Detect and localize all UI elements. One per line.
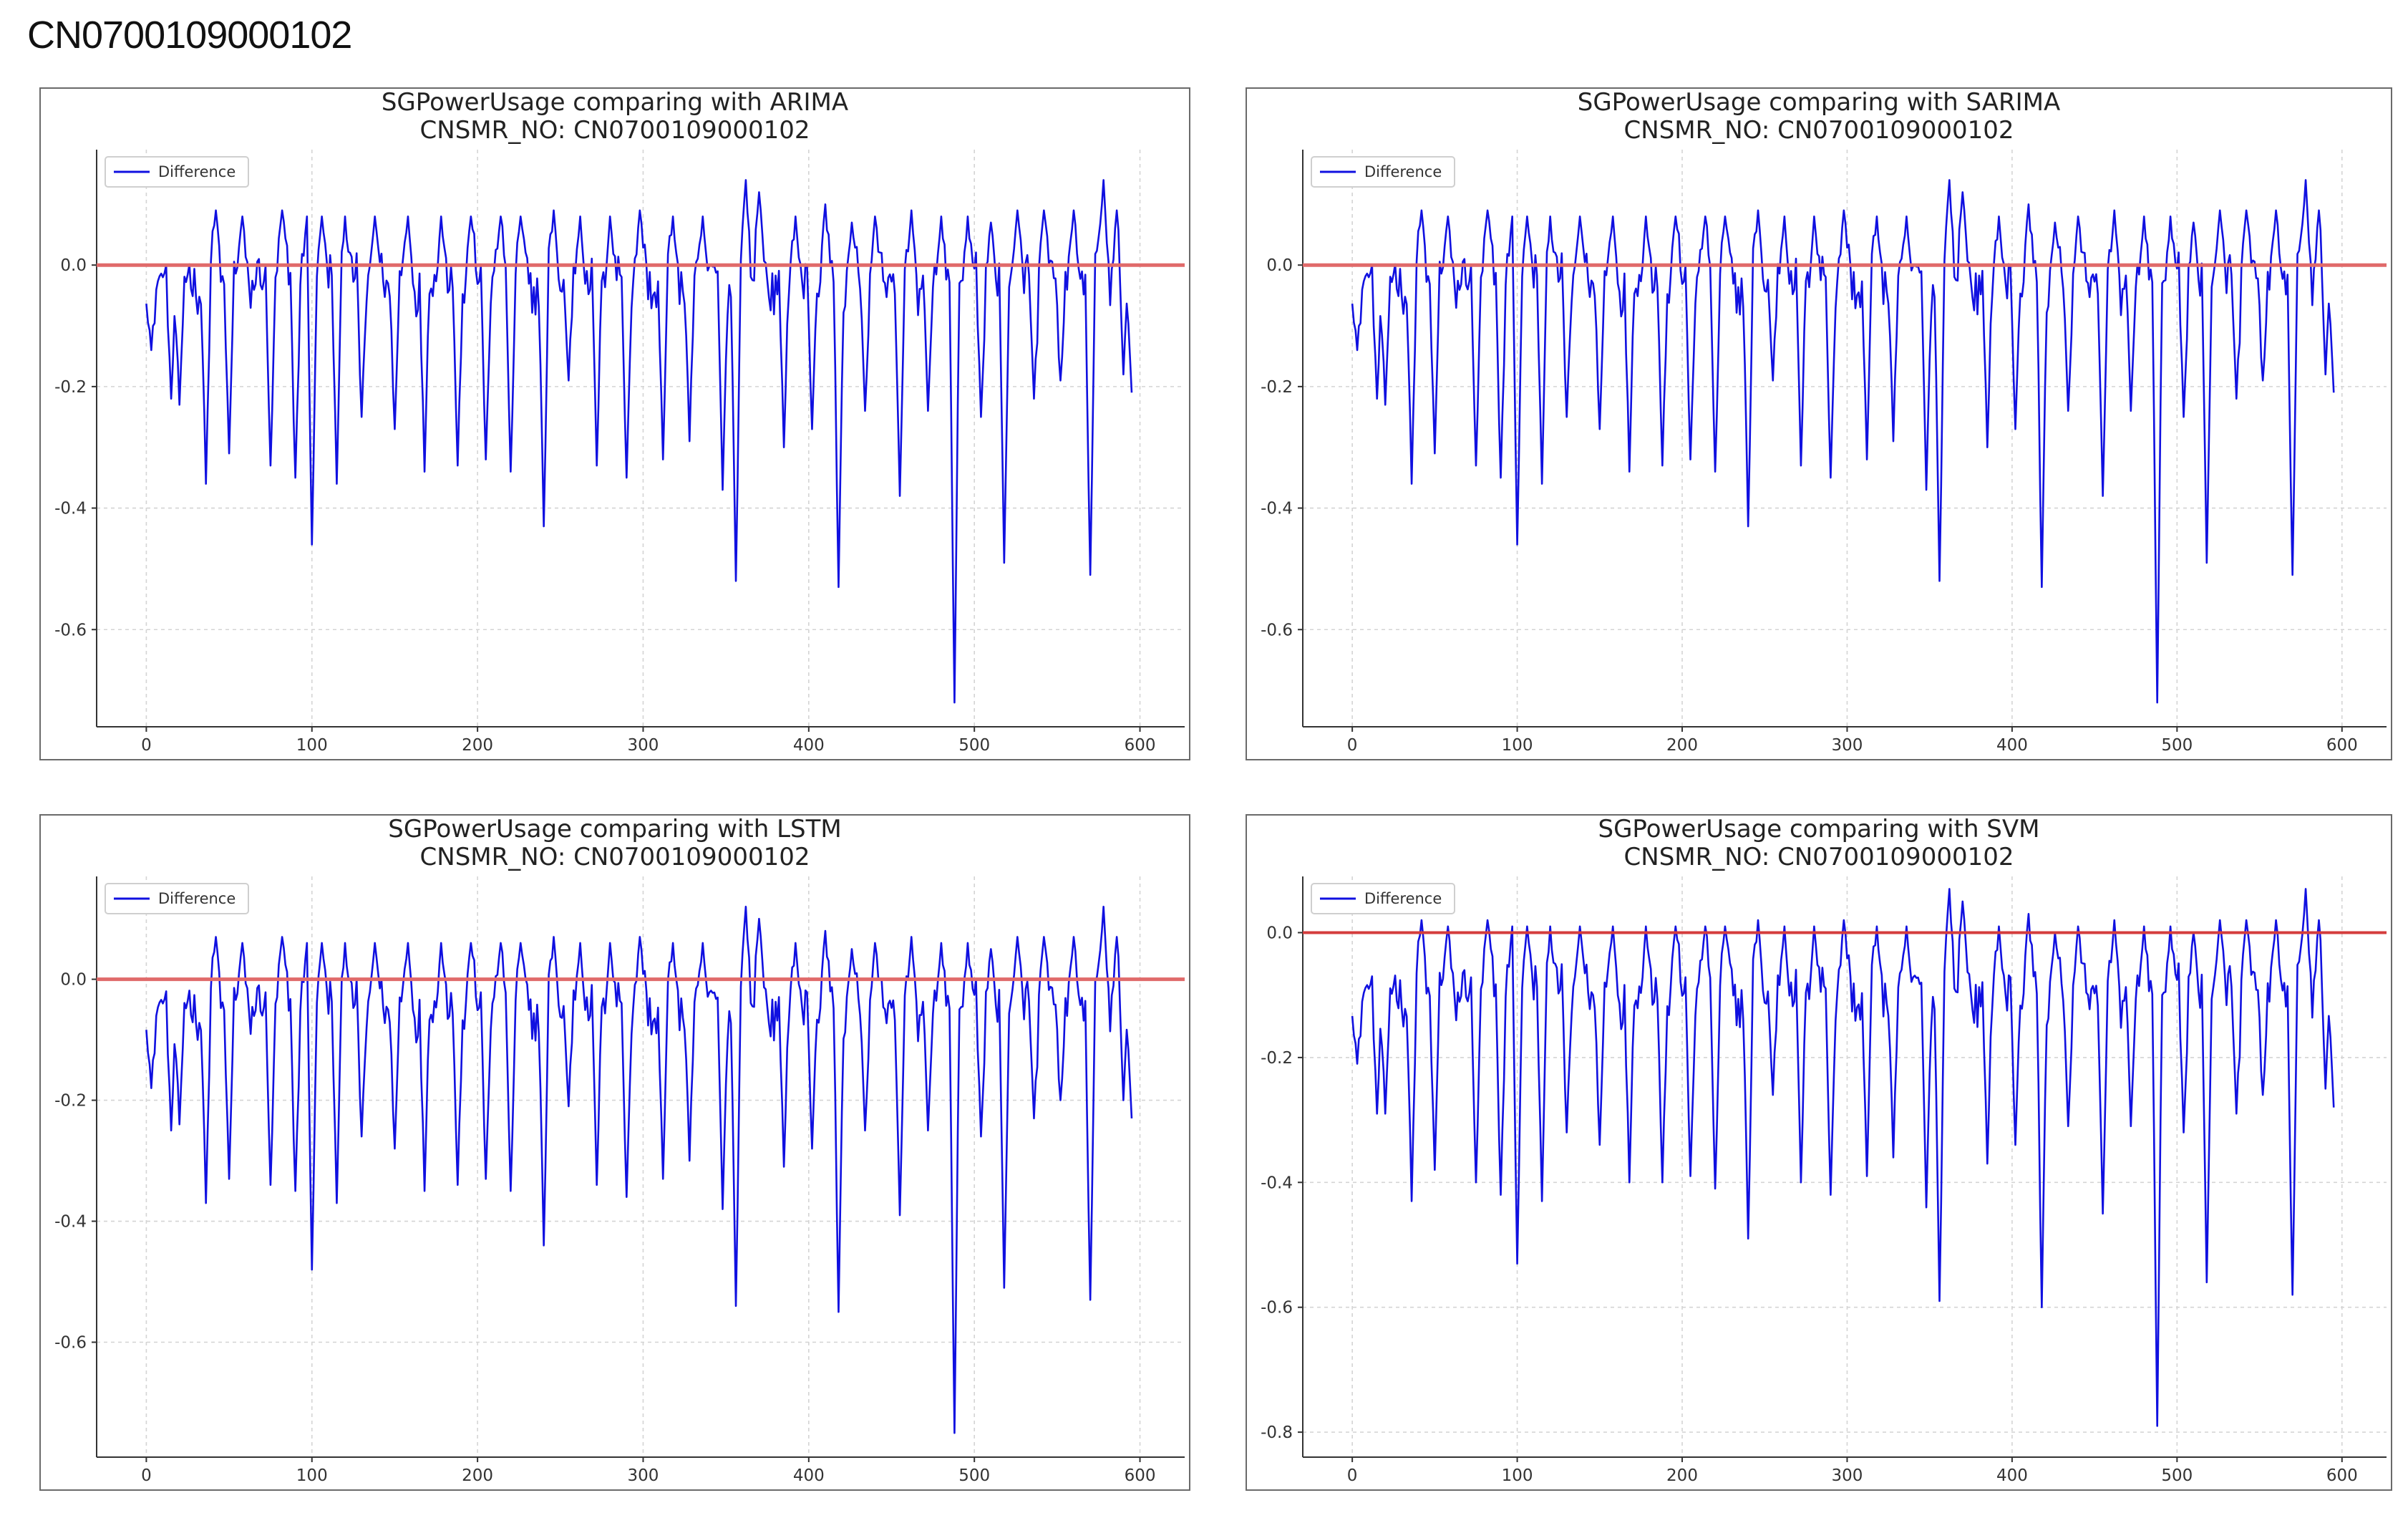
- chart-svm-svg: SGPowerUsage comparing with SVMCNSMR_NO:…: [1261, 816, 2387, 1485]
- x-tick-label: 0: [1347, 1466, 1358, 1485]
- y-tick-label: 0.0: [60, 971, 87, 990]
- y-tick-label: -0.2: [1261, 1049, 1293, 1068]
- x-tick-label: 600: [2326, 1466, 2358, 1485]
- y-tick-label: -0.4: [1261, 500, 1293, 518]
- legend-box: [1311, 156, 1455, 188]
- legend-label: Difference: [158, 163, 236, 180]
- x-tick-label: 300: [1832, 1466, 1863, 1485]
- chart-subtitle: CNSMR_NO: CN0700109000102: [1624, 116, 2014, 145]
- x-tick-label: 300: [628, 736, 659, 755]
- series-line-difference: [1351, 888, 2335, 1427]
- x-tick-label: 300: [1832, 736, 1863, 755]
- x-tick-label: 600: [2326, 736, 2358, 755]
- x-tick-label: 100: [1502, 1466, 1533, 1485]
- chart-title: SGPowerUsage comparing with SARIMA: [1578, 89, 2061, 117]
- y-tick-label: -0.6: [54, 1333, 87, 1352]
- x-tick-label: 100: [1502, 736, 1533, 755]
- legend-box: [105, 156, 249, 188]
- x-tick-label: 200: [462, 1466, 493, 1485]
- y-tick-label: -0.2: [54, 1092, 87, 1111]
- x-tick-label: 500: [2161, 736, 2193, 755]
- y-tick-label: 0.0: [1266, 924, 1293, 942]
- x-tick-label: 200: [1666, 1466, 1698, 1485]
- x-tick-label: 100: [296, 736, 328, 755]
- x-tick-label: 400: [1996, 736, 2028, 755]
- x-tick-label: 500: [958, 736, 990, 755]
- y-tick-label: -0.6: [1261, 621, 1293, 639]
- x-tick-label: 0: [141, 1466, 152, 1485]
- chart-panel-lstm: SGPowerUsage comparing with LSTM CNSMR_NO…: [39, 814, 1190, 1491]
- x-tick-label: 300: [628, 1466, 659, 1485]
- x-tick-label: 500: [958, 1466, 990, 1485]
- y-tick-label: -0.6: [54, 621, 87, 639]
- y-tick-label: -0.4: [1261, 1174, 1293, 1192]
- chart-subtitle: CNSMR_NO: CN0700109000102: [420, 116, 810, 145]
- series-line-difference: [145, 905, 1133, 1434]
- x-tick-label: 100: [296, 1466, 328, 1485]
- x-tick-label: 600: [1125, 1466, 1156, 1485]
- y-tick-label: -0.4: [54, 500, 87, 518]
- series-line-difference: [145, 179, 1133, 704]
- legend-label: Difference: [158, 890, 236, 907]
- chart-sarima-svg: SGPowerUsage comparing with SARIMACNSMR_…: [1261, 89, 2387, 755]
- y-tick-label: -0.4: [54, 1213, 87, 1232]
- y-tick-label: -0.6: [1261, 1299, 1293, 1318]
- y-tick-label: 0.0: [1266, 256, 1293, 275]
- legend-label: Difference: [1364, 890, 1442, 907]
- x-tick-label: 0: [1347, 736, 1358, 755]
- page-heading: CN0700109000102: [27, 14, 352, 57]
- x-tick-label: 0: [141, 736, 152, 755]
- x-tick-label: 200: [462, 736, 493, 755]
- chart-subtitle: CNSMR_NO: CN0700109000102: [1624, 843, 2014, 871]
- x-tick-label: 600: [1125, 736, 1156, 755]
- legend-box: [1311, 883, 1455, 914]
- chart-panel-arima: SGPowerUsage comparing with ARIMA CNSMR_N…: [39, 87, 1190, 760]
- x-tick-label: 200: [1666, 736, 1698, 755]
- y-tick-label: 0.0: [60, 256, 87, 275]
- x-tick-label: 400: [793, 736, 825, 755]
- chart-title: SGPowerUsage comparing with SVM: [1598, 816, 2040, 843]
- chart-panel-svm: SGPowerUsage comparing with SVM CNSMR_NO:…: [1246, 814, 2392, 1491]
- y-tick-label: -0.8: [1261, 1423, 1293, 1442]
- series-line-difference: [1351, 179, 2335, 704]
- chart-title: SGPowerUsage comparing with ARIMA: [382, 89, 848, 117]
- y-tick-label: -0.2: [1261, 378, 1293, 397]
- x-tick-label: 500: [2161, 1466, 2193, 1485]
- chart-arima-svg: SGPowerUsage comparing with ARIMACNSMR_N…: [54, 89, 1185, 755]
- legend-label: Difference: [1364, 163, 1442, 180]
- legend-box: [105, 883, 249, 914]
- y-tick-label: -0.2: [54, 378, 87, 397]
- chart-panel-sarima: SGPowerUsage comparing with SARIMA CNSMR_…: [1246, 87, 2392, 760]
- x-tick-label: 400: [793, 1466, 825, 1485]
- chart-title: SGPowerUsage comparing with LSTM: [388, 816, 841, 843]
- chart-lstm-svg: SGPowerUsage comparing with LSTMCNSMR_NO…: [54, 816, 1185, 1485]
- chart-subtitle: CNSMR_NO: CN0700109000102: [420, 843, 810, 871]
- x-tick-label: 400: [1996, 1466, 2028, 1485]
